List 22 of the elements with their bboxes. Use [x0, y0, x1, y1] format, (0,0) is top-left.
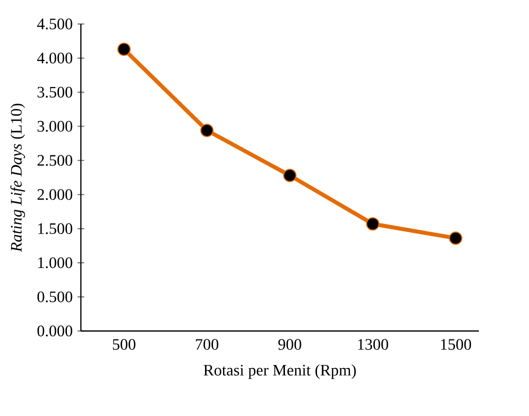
y-tick-label: 2.500	[38, 155, 72, 166]
point	[117, 42, 131, 56]
x-tick-label: 700	[196, 339, 218, 350]
point	[200, 124, 214, 138]
point	[449, 232, 462, 245]
x-tick-label: 1300	[358, 339, 388, 350]
y-tick-label: 1.000	[38, 257, 72, 268]
y-axis-title: Rating Life Days (L10)	[10, 104, 26, 252]
y-tick-label: 3.000	[38, 120, 72, 132]
point	[283, 168, 297, 182]
x-tick-label: 1500	[441, 339, 472, 350]
x-tick-label: 900	[278, 339, 302, 350]
point	[366, 217, 380, 231]
y-tick-label: 1.500	[38, 223, 72, 234]
y-tick-label: 3.500	[38, 86, 72, 98]
y-tick-label: 4.500	[37, 18, 72, 30]
y-tick-label: 0.000	[37, 326, 72, 336]
y-tick-label: 4.000	[37, 52, 72, 64]
x-tick-label: 500	[112, 339, 136, 350]
x-axis-title: Rotasi per Menit (Rpm)	[204, 364, 356, 379]
y-tick-label: 2.000	[38, 189, 72, 200]
y-tick-label: 0.500	[37, 291, 72, 302]
